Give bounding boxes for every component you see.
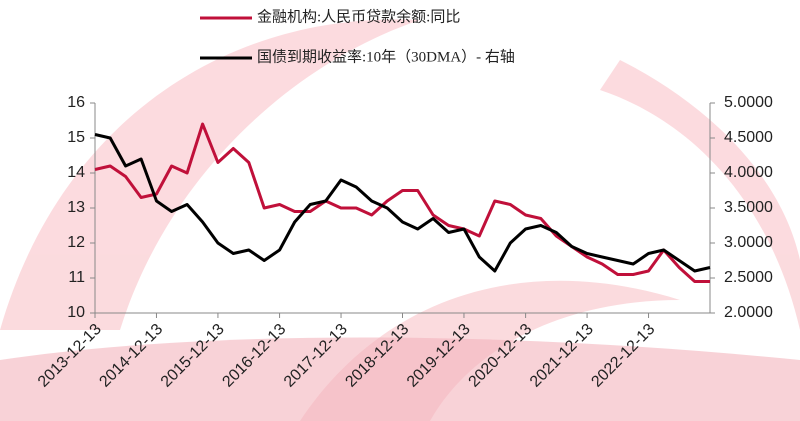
y2-tick-label: 3.5000 bbox=[724, 199, 773, 216]
y-tick-label: 11 bbox=[68, 269, 85, 286]
y-tick-label: 14 bbox=[67, 164, 85, 181]
y-tick-label: 12 bbox=[67, 234, 85, 251]
y2-tick-label: 4.0000 bbox=[724, 164, 773, 181]
y-tick-label: 13 bbox=[67, 199, 85, 216]
legend-label: 金融机构:人民币贷款余额:同比 bbox=[257, 7, 460, 25]
y-tick-label: 10 bbox=[67, 304, 85, 321]
watermark bbox=[0, 19, 800, 421]
y-tick-label: 16 bbox=[67, 94, 85, 111]
y2-tick-label: 5.0000 bbox=[724, 94, 773, 111]
y-tick-label: 15 bbox=[67, 129, 85, 146]
y2-tick-label: 2.5000 bbox=[724, 269, 773, 286]
y2-tick-label: 4.5000 bbox=[724, 129, 773, 146]
y2-tick-label: 3.0000 bbox=[724, 234, 773, 251]
series-line bbox=[94, 133, 711, 273]
legend-label: 国债到期收益率:10年（30DMA）- 右轴 bbox=[257, 48, 515, 65]
series-line bbox=[94, 122, 710, 283]
y2-tick-label: 2.0000 bbox=[724, 304, 773, 321]
